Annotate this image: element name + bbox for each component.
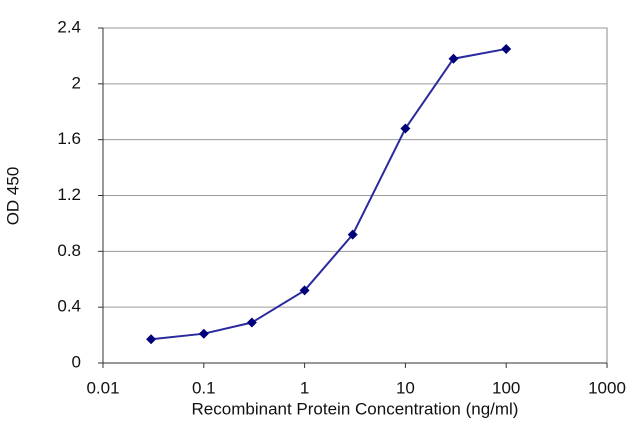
data-point (246, 317, 257, 328)
y-tick-label: 0 (72, 352, 81, 371)
data-point (198, 328, 209, 339)
x-tick-label: 0.1 (192, 378, 216, 397)
y-tick-label: 0.4 (57, 297, 81, 316)
y-tick-label: 1.6 (57, 129, 81, 148)
data-line (150, 47, 507, 341)
x-tick-label: 1000 (588, 378, 626, 397)
y-axis-label: OD 450 (3, 167, 22, 226)
x-tick-label: 1 (300, 378, 309, 397)
x-tick-label: 100 (492, 378, 520, 397)
x-tick-label: 0.01 (86, 378, 119, 397)
data-point (299, 285, 310, 296)
y-tick-label: 0.8 (57, 241, 81, 260)
y-tick-label: 2 (72, 73, 81, 92)
y-tick-label: 1.2 (57, 185, 81, 204)
data-point (347, 229, 358, 240)
x-tick-label: 10 (396, 378, 415, 397)
data-point (400, 123, 411, 134)
data-point (448, 53, 459, 64)
x-axis-label: Recombinant Protein Concentration (ng/ml… (192, 399, 519, 418)
data-point (146, 334, 157, 345)
data-point (501, 43, 512, 54)
y-tick-label: 2.4 (57, 17, 81, 36)
